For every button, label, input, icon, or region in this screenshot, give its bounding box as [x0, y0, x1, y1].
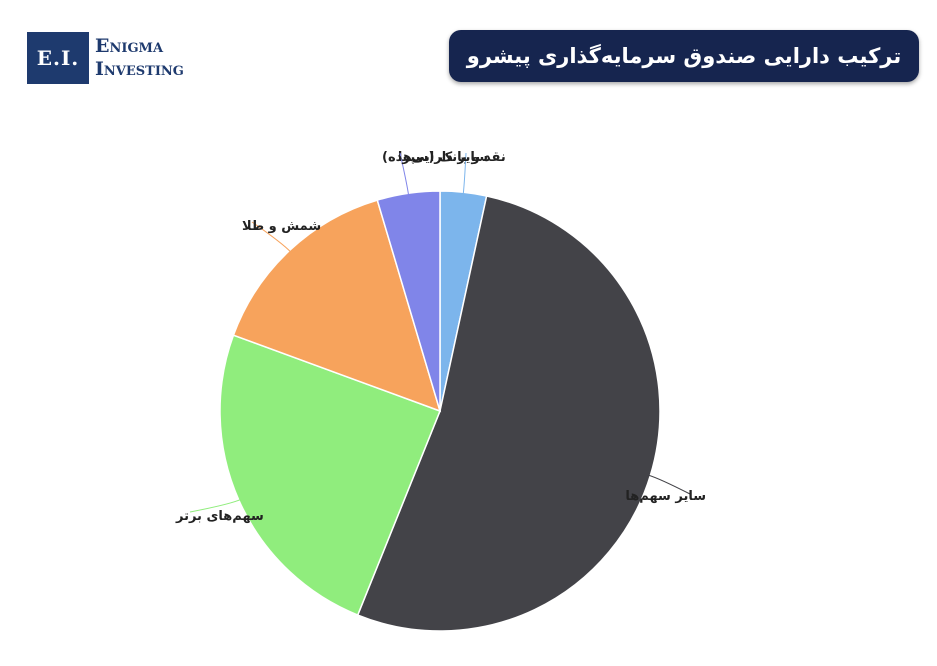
slice-label: سایر سهم‌ها [625, 489, 706, 504]
label-connector [462, 152, 467, 195]
chart-title: ترکیب دارایی صندوق سرمایه‌گذاری پیشرو [466, 44, 902, 68]
slice-label: شمش و طلا [242, 219, 321, 234]
slice-label: سایر دارایی‌ها [398, 150, 488, 165]
chart-title-banner: ترکیب دارایی صندوق سرمایه‌گذاری پیشرو [449, 30, 919, 82]
logo-line-1: Enigma [95, 35, 164, 57]
slice-label: سهم‌های برتر [175, 509, 264, 524]
logo-wordmark: Enigma Investing [95, 35, 184, 81]
label-connector [251, 221, 292, 253]
label-connector [399, 152, 410, 196]
label-connector [189, 499, 241, 513]
label-connector [648, 474, 691, 495]
slice-label: نقد و بانک (سپرده) [382, 150, 506, 165]
logo: E.I. Enigma Investing [27, 32, 184, 84]
logo-line-2: Investing [95, 58, 184, 80]
logo-badge: E.I. [27, 32, 89, 84]
